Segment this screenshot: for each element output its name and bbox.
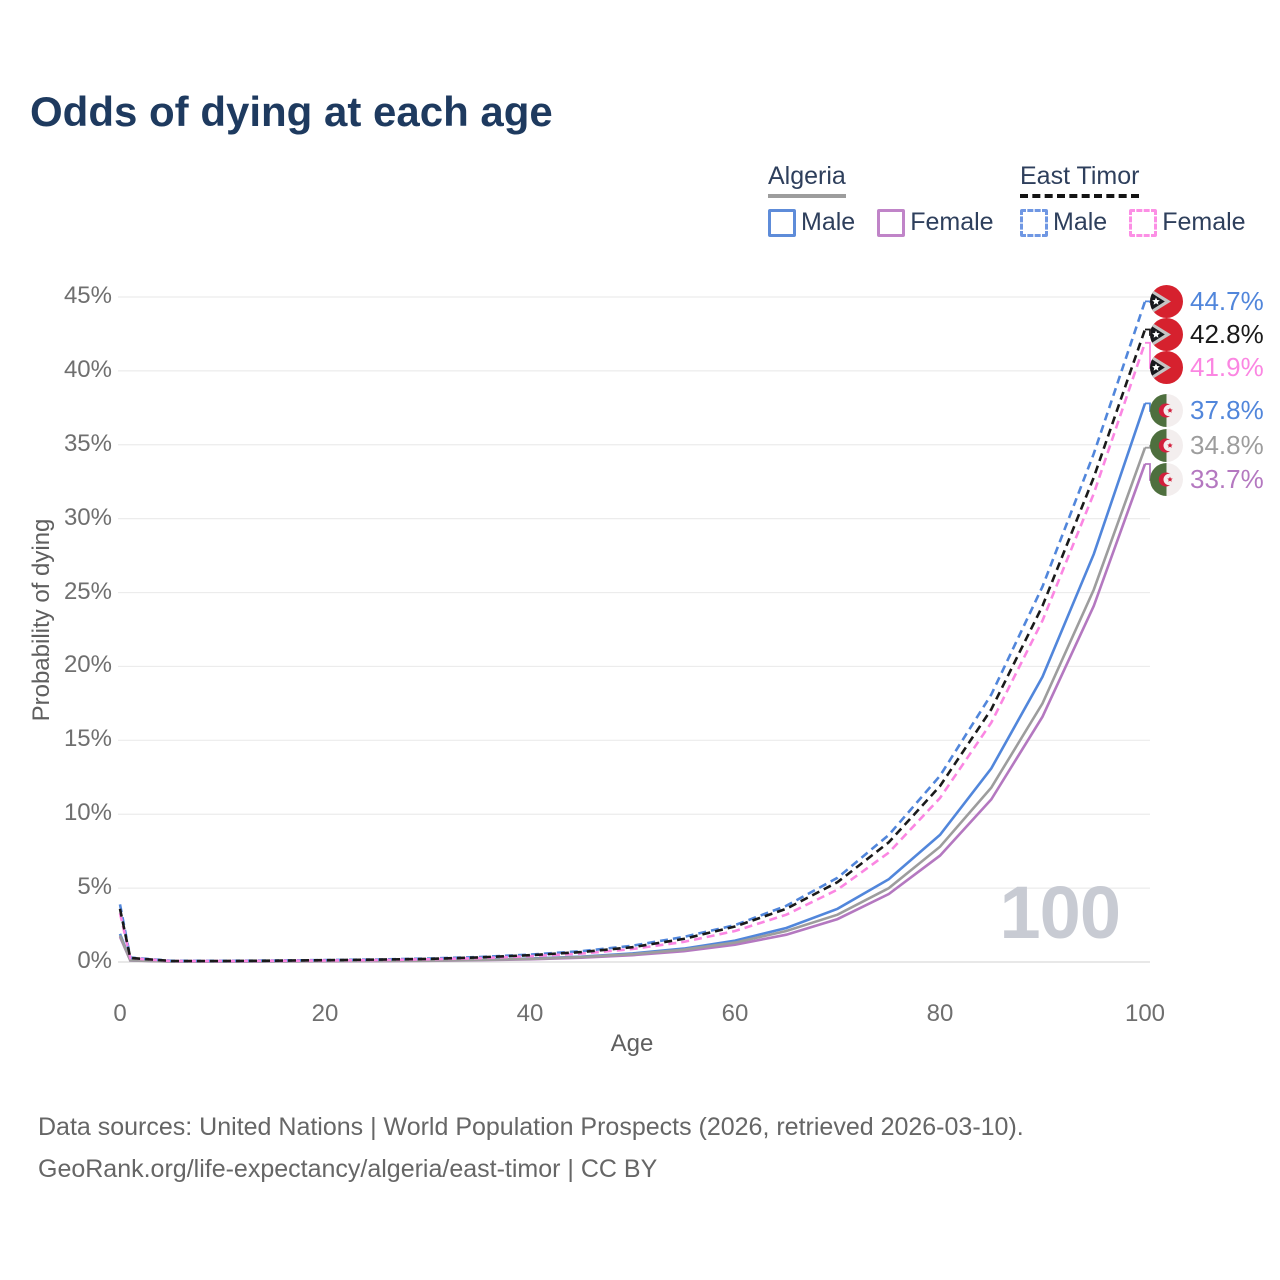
x-axis-title: Age [610,1030,654,1057]
y-tick-label-45: 45% [63,281,112,309]
y-tick-label-25: 25% [63,577,112,605]
end-label-value: 42.8% [1190,319,1264,349]
end-label-value: 34.8% [1190,430,1264,460]
end-label-algeria-male: 37.8% [1150,394,1264,427]
legend-header-east-timor[interactable]: East Timor [1020,162,1140,198]
legend-entry-algeria-male[interactable]: Male [768,208,855,237]
page-title: Odds of dying at each age [30,88,553,135]
end-label-east-timor: 42.8% [1150,318,1264,351]
legend-checkbox-algeria-male-icon[interactable] [768,208,796,237]
footer: Data sources: United Nations | World Pop… [38,1106,1024,1190]
y-tick-label-30: 30% [63,503,112,531]
end-label-algeria: 34.8% [1150,429,1264,462]
x-tick-label-20: 20 [311,1000,339,1027]
east-timor-flag-icon [1150,285,1183,318]
x-tick-label-0: 0 [113,1000,127,1027]
legend-label-algeria-female: Female [910,208,994,236]
legend-entry-algeria-female[interactable]: Female [877,208,994,237]
legend-group-algeria: Algeria Male Female [768,162,994,237]
legend-checkbox-east-timor-female-icon[interactable] [1129,208,1158,237]
footer-attribution: GeoRank.org/life-expectancy/algeria/east… [38,1155,658,1183]
y-axis-title: Probability of dying [28,518,55,722]
x-tick-label-80: 80 [926,1000,954,1027]
legend-header-algeria[interactable]: Algeria [768,162,846,198]
algeria-flag-icon [1150,429,1183,462]
y-tick-label-15: 15% [63,725,112,753]
legend-group-east-timor: East Timor Male Female [1020,162,1246,237]
y-tick-label-35: 35% [63,429,112,457]
age-watermark: 100 [999,871,1121,954]
legend-row-east-timor: Male Female [1020,208,1246,237]
east-timor-flag-icon [1150,351,1183,384]
x-tick-label-40: 40 [516,1000,544,1027]
end-label-east-timor-female: 41.9% [1150,351,1264,384]
legend-row-algeria: Male Female [768,208,994,237]
series-line-east-timor-female [118,342,1147,963]
series-line-east-timor-male [118,300,1147,963]
x-tick-label-100: 100 [1124,1000,1166,1027]
east-timor-flag-icon [1150,318,1183,351]
footer-data-sources: Data sources: United Nations | World Pop… [38,1113,1024,1141]
series-line-east-timor [118,329,1147,963]
end-label-algeria-female: 33.7% [1150,463,1264,496]
y-tick-label-20: 20% [63,651,112,679]
y-tick-label-40: 40% [63,355,112,383]
y-tick-label-5: 5% [77,873,112,901]
y-tick-label-0: 0% [77,947,112,974]
end-label-value: 33.7% [1190,464,1264,494]
legend-checkbox-east-timor-male-icon[interactable] [1020,208,1048,237]
legend-entry-east-timor-female[interactable]: Female [1129,208,1246,237]
x-tick-label-60: 60 [721,1000,749,1027]
end-label-value: 41.9% [1190,352,1264,382]
algeria-flag-icon [1150,463,1183,496]
legend-label-east-timor-female: Female [1162,208,1246,236]
end-label-value: 44.7% [1190,286,1264,316]
end-label-value: 37.8% [1190,395,1264,425]
y-tick-label-10: 10% [63,799,112,827]
algeria-flag-icon [1150,394,1183,427]
legend-checkbox-algeria-female-icon[interactable] [877,208,906,237]
legend-label-algeria-male: Male [801,208,856,236]
legend-entry-east-timor-male[interactable]: Male [1020,208,1107,237]
end-label-east-timor-male: 44.7% [1150,285,1264,318]
legend-label-east-timor-male: Male [1053,208,1108,236]
